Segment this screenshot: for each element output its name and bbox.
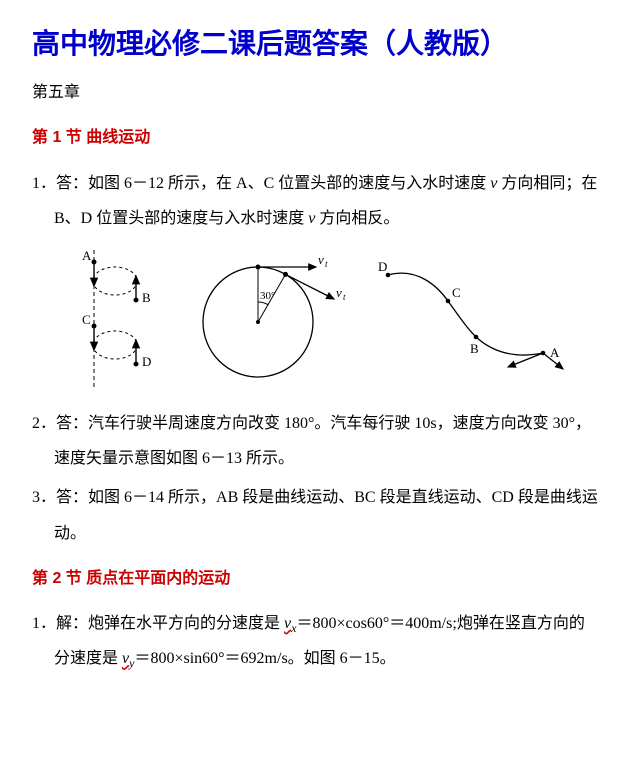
answer-2-1: 1．解：炮弹在水平方向的分速度是 vx＝800×cos60°＝400m/s;炮弹… bbox=[32, 606, 598, 677]
figure-6-13-circle: 30° v t v t bbox=[188, 247, 348, 387]
svg-text:A: A bbox=[82, 248, 92, 263]
answer-text: 汽车行驶半周速度方向改变 180°。汽车每行驶 10s，速度方向改变 30°，速… bbox=[54, 415, 591, 467]
chapter-label: 第五章 bbox=[32, 75, 598, 110]
svg-text:C: C bbox=[452, 285, 461, 300]
page-title: 高中物理必修二课后题答案（人教版） bbox=[32, 24, 598, 63]
text-part: 如图 6－12 所示，在 A、C 位置头部的速度与入水时速度 bbox=[88, 175, 490, 192]
section-1-heading: 第 1 节 曲线运动 bbox=[32, 120, 598, 155]
section-2-heading: 第 2 节 质点在平面内的运动 bbox=[32, 561, 598, 596]
svg-text:t: t bbox=[343, 292, 346, 302]
answer-number: 2． bbox=[32, 415, 56, 432]
section-2-answers: 1．解：炮弹在水平方向的分速度是 vx＝800×cos60°＝400m/s;炮弹… bbox=[32, 606, 598, 677]
svg-text:v: v bbox=[318, 252, 324, 267]
answer-number: 1． bbox=[32, 615, 56, 632]
text-part: 炮弹在水平方向的分速度是 bbox=[88, 615, 284, 632]
svg-text:B: B bbox=[470, 341, 479, 356]
figure-6-12-left: A B C D bbox=[58, 242, 168, 392]
equation-part: ＝800×sin60°＝692m/s。如图 6－15。 bbox=[134, 650, 395, 667]
section-1-answers: 1．答：如图 6－12 所示，在 A、C 位置头部的速度与入水时速度 v 方向相… bbox=[32, 166, 598, 236]
answer-1-1: 1．答：如图 6－12 所示，在 A、C 位置头部的速度与入水时速度 v 方向相… bbox=[32, 166, 598, 236]
answer-lead: 答： bbox=[56, 489, 88, 506]
svg-text:A: A bbox=[550, 345, 560, 360]
answer-text: 如图 6－14 所示，AB 段是曲线运动、BC 段是直线运动、CD 段是曲线运动… bbox=[54, 489, 598, 541]
angle-label: 30° bbox=[260, 290, 275, 302]
section-1-answers-cont: 2．答：汽车行驶半周速度方向改变 180°。汽车每行驶 10s，速度方向改变 3… bbox=[32, 406, 598, 551]
answer-number: 3． bbox=[32, 489, 56, 506]
answer-1-2: 2．答：汽车行驶半周速度方向改变 180°。汽车每行驶 10s，速度方向改变 3… bbox=[32, 406, 598, 476]
answer-lead: 答： bbox=[56, 415, 88, 432]
svg-text:D: D bbox=[378, 259, 387, 274]
text-part: 方向相反。 bbox=[315, 210, 399, 227]
svg-text:D: D bbox=[142, 354, 151, 369]
answer-lead: 答： bbox=[56, 175, 88, 192]
svg-text:t: t bbox=[325, 259, 328, 269]
figure-6-14-curve: D C B A bbox=[368, 257, 573, 377]
answer-number: 1． bbox=[32, 175, 56, 192]
answer-1-3: 3．答：如图 6－14 所示，AB 段是曲线运动、BC 段是直线运动、CD 段是… bbox=[32, 480, 598, 550]
svg-text:B: B bbox=[142, 290, 151, 305]
svg-text:v: v bbox=[336, 285, 342, 300]
figure-row: A B C D 30° bbox=[32, 242, 598, 392]
answer-lead: 解： bbox=[56, 615, 88, 632]
equation-part: ＝800×cos60°＝400m/s; bbox=[296, 615, 456, 632]
svg-text:C: C bbox=[82, 312, 91, 327]
